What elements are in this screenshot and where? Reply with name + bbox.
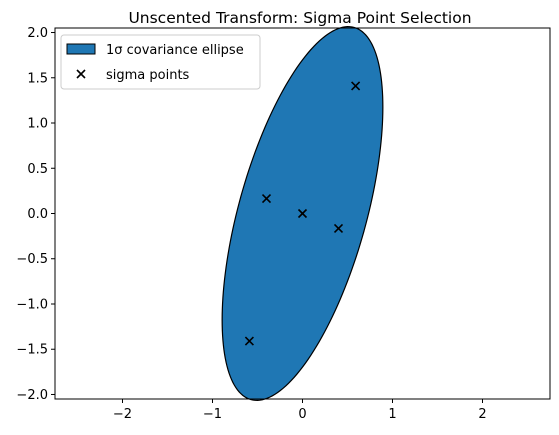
legend-sigma-label: sigma points [106,68,190,83]
sigma-point-0 [297,208,308,219]
x-tick-label: 0 [298,407,306,422]
y-axis: −2.0 −1.5 −1.0 −0.5 0.0 0.5 1.0 1.5 2.0 [16,26,55,403]
legend-box [60,34,261,90]
legend: 1σ covariance ellipse sigma points [60,34,261,90]
plot-area [221,26,384,401]
x-tick-label: 2 [478,407,486,422]
sigma-point-3 [333,223,344,233]
y-tick-label: 0.5 [27,162,48,177]
y-tick-label: 2.0 [27,26,48,41]
y-tick-label: 0.0 [27,207,48,222]
sigma-point-2 [244,336,254,346]
x-tick-label: −1 [203,407,222,422]
y-tick-label: −0.5 [16,252,48,267]
sigma-point-4 [261,194,272,204]
y-tick-label: −2.0 [16,388,48,403]
y-tick-label: 1.0 [27,117,48,132]
chart-title: Unscented Transform: Sigma Point Selecti… [128,9,471,27]
y-tick-label: −1.0 [16,297,48,312]
legend-ellipse-swatch [66,43,96,55]
legend-ellipse-label: 1σ covariance ellipse [106,43,244,58]
y-tick-label: 1.5 [27,71,48,86]
legend-sigma-marker [76,69,86,79]
y-tick-label: −1.5 [16,343,48,358]
x-tick-label: 1 [388,407,396,422]
sigma-point-1 [351,81,361,91]
x-tick-label: −2 [113,407,132,422]
x-axis: −2 −1 0 1 2 [113,399,487,422]
